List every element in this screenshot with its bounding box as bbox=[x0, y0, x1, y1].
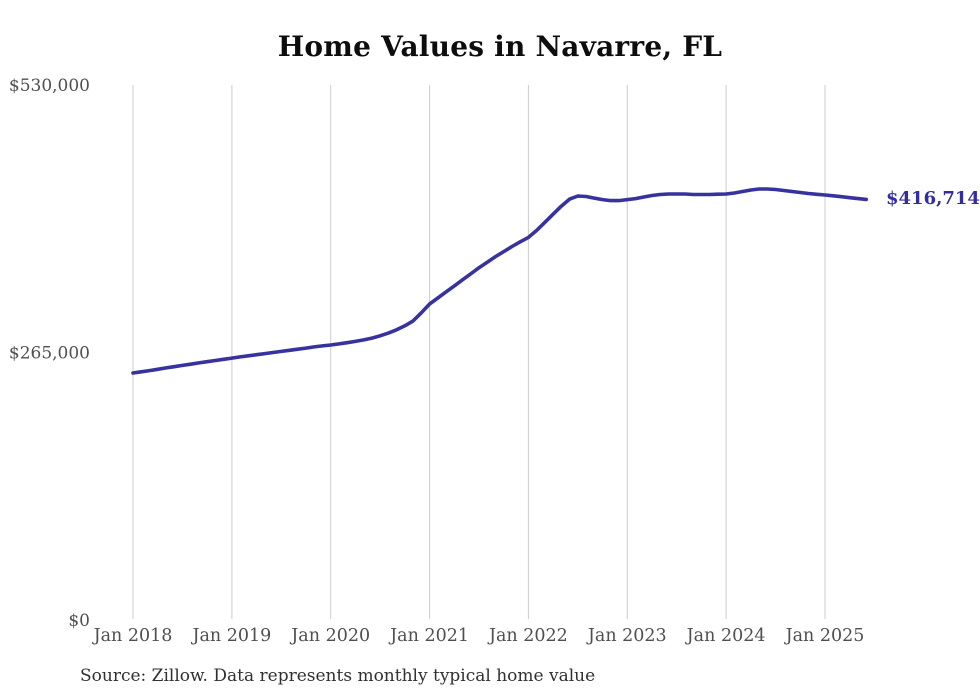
y-axis-tick-label: $0 bbox=[68, 611, 90, 631]
x-axis-tick-label: Jan 2024 bbox=[685, 626, 766, 646]
chart-title: Home Values in Navarre, FL bbox=[277, 30, 723, 63]
home-value-line-series bbox=[131, 187, 868, 375]
x-axis-tick-label: Jan 2022 bbox=[487, 626, 568, 646]
x-axis-tick-label: Jan 2023 bbox=[586, 626, 667, 646]
y-axis-tick-label: $530,000 bbox=[9, 76, 90, 96]
x-axis-tick-label: Jan 2025 bbox=[784, 626, 865, 646]
y-axis-tick-label: $265,000 bbox=[9, 344, 90, 364]
x-axis-tick-label: Jan 2020 bbox=[289, 626, 370, 646]
x-axis-tick-label: Jan 2021 bbox=[388, 626, 469, 646]
x-axis-tick-label: Jan 2018 bbox=[92, 626, 173, 646]
source-note: Source: Zillow. Data represents monthly … bbox=[80, 666, 596, 686]
x-axis-tick-label: Jan 2019 bbox=[190, 626, 271, 646]
end-value-label: $416,714 bbox=[886, 188, 980, 209]
